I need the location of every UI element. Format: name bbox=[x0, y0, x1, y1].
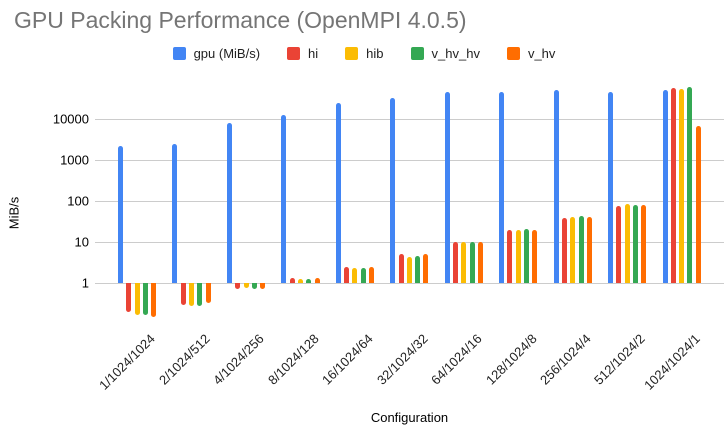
bar-v-hv-hv-16/1024/64[interactable] bbox=[360, 268, 366, 283]
bar-hi-2/1024/512[interactable] bbox=[180, 283, 186, 306]
bar-gpu-mib-s--2/1024/512[interactable] bbox=[172, 143, 178, 283]
y-tick-label: 1 bbox=[81, 275, 89, 291]
bar-hi-1/1024/1024[interactable] bbox=[126, 283, 132, 312]
y-tick-label: 1000 bbox=[60, 152, 89, 168]
bar-gpu-mib-s--128/1024/8[interactable] bbox=[499, 91, 505, 283]
legend-swatch-icon bbox=[287, 47, 301, 60]
legend-label: gpu (MiB/s) bbox=[193, 46, 261, 61]
legend-swatch-icon bbox=[506, 47, 520, 60]
bar-v-hv-hv-512/1024/2[interactable] bbox=[632, 205, 638, 283]
y-axis-title: MiB/s bbox=[6, 196, 22, 230]
bar-gpu-mib-s--512/1024/2[interactable] bbox=[608, 91, 614, 283]
legend-item-v-hv-hv: v_hv_hv bbox=[410, 46, 480, 61]
bar-hib-256/1024/4[interactable] bbox=[570, 216, 576, 283]
bar-v-hv-hv-4/1024/256[interactable] bbox=[251, 283, 257, 289]
legend-swatch-icon bbox=[345, 47, 359, 60]
x-category-label: 64/1024/16 bbox=[428, 331, 485, 388]
bar-hi-64/1024/16[interactable] bbox=[453, 242, 458, 283]
gridline bbox=[95, 119, 724, 120]
bar-hi-512/1024/2[interactable] bbox=[616, 206, 622, 283]
y-tick-label: 10 bbox=[74, 234, 89, 250]
bar-gpu-mib-s--1/1024/1024[interactable] bbox=[118, 145, 123, 283]
legend-label: v_hv bbox=[527, 46, 556, 61]
bar-gpu-mib-s--16/1024/64[interactable] bbox=[335, 103, 341, 283]
bar-hi-16/1024/64[interactable] bbox=[344, 267, 350, 283]
bar-hib-512/1024/2[interactable] bbox=[624, 204, 630, 283]
bar-gpu-mib-s--1024/1024/1[interactable] bbox=[662, 89, 668, 283]
bar-v-hv-4/1024/256[interactable] bbox=[260, 283, 266, 290]
bar-hib-128/1024/8[interactable] bbox=[515, 229, 521, 283]
y-tick-label: 10000 bbox=[52, 111, 89, 127]
bar-v-hv-hv-1/1024/1024[interactable] bbox=[142, 283, 148, 315]
bar-hib-2/1024/512[interactable] bbox=[189, 283, 195, 307]
bar-v-hv-hv-32/1024/32[interactable] bbox=[415, 256, 421, 283]
bar-gpu-mib-s--256/1024/4[interactable] bbox=[553, 90, 559, 283]
bar-hi-1024/1024/1[interactable] bbox=[670, 87, 676, 283]
bar-hi-8/1024/128[interactable] bbox=[289, 278, 295, 283]
bar-v-hv-8/1024/128[interactable] bbox=[314, 278, 320, 283]
x-category-label: 1024/1024/1 bbox=[640, 331, 703, 393]
x-category-label: 8/1024/128 bbox=[264, 331, 322, 388]
bar-v-hv-hv-256/1024/4[interactable] bbox=[578, 216, 584, 283]
bar-hi-4/1024/256[interactable] bbox=[235, 283, 241, 290]
bar-gpu-mib-s--4/1024/256[interactable] bbox=[226, 122, 232, 283]
bar-hib-64/1024/16[interactable] bbox=[461, 242, 467, 283]
legend-item-hi: hi bbox=[287, 46, 318, 61]
x-category-label: 256/1024/4 bbox=[537, 331, 594, 388]
bar-v-hv-hv-8/1024/128[interactable] bbox=[306, 279, 312, 283]
bar-gpu-mib-s--8/1024/128[interactable] bbox=[281, 115, 287, 283]
bar-hi-128/1024/8[interactable] bbox=[507, 230, 513, 283]
bar-v-hv-16/1024/64[interactable] bbox=[369, 267, 374, 283]
legend-item-hib: hib bbox=[345, 46, 384, 61]
x-axis-title: Configuration bbox=[370, 410, 449, 425]
legend-swatch-icon bbox=[410, 47, 424, 60]
y-tick-label: 100 bbox=[67, 193, 89, 209]
legend-label: v_hv_hv bbox=[431, 46, 480, 61]
bar-v-hv-hv-1024/1024/1[interactable] bbox=[687, 87, 693, 283]
bar-v-hv-32/1024/32[interactable] bbox=[423, 254, 429, 283]
bar-hib-1/1024/1024[interactable] bbox=[134, 283, 140, 315]
x-category-label: 2/1024/512 bbox=[155, 331, 213, 388]
x-category-label: 16/1024/64 bbox=[319, 331, 376, 388]
bar-gpu-mib-s--32/1024/32[interactable] bbox=[390, 97, 396, 283]
chart-title: GPU Packing Performance (OpenMPI 4.0.5) bbox=[14, 7, 467, 33]
gridline bbox=[95, 160, 724, 161]
bar-hib-8/1024/128[interactable] bbox=[297, 279, 303, 283]
bar-gpu-mib-s--64/1024/16[interactable] bbox=[444, 92, 450, 283]
bar-hib-1024/1024/1[interactable] bbox=[679, 88, 685, 283]
bar-hib-16/1024/64[interactable] bbox=[352, 268, 358, 283]
x-category-label: 32/1024/32 bbox=[373, 331, 431, 388]
x-category-label: 1/1024/1024 bbox=[96, 331, 159, 393]
bar-v-hv-hv-2/1024/512[interactable] bbox=[197, 283, 203, 307]
bar-hib-4/1024/256[interactable] bbox=[243, 283, 249, 289]
gridline bbox=[95, 283, 724, 284]
gridline bbox=[95, 201, 724, 202]
bar-v-hv-1/1024/1024[interactable] bbox=[151, 283, 157, 317]
legend-swatch-icon bbox=[172, 47, 186, 60]
bar-v-hv-1024/1024/1[interactable] bbox=[695, 125, 701, 283]
bar-hi-32/1024/32[interactable] bbox=[398, 254, 404, 283]
x-category-label: 4/1024/256 bbox=[210, 331, 268, 388]
x-category-label: 512/1024/2 bbox=[591, 331, 649, 388]
legend-item-v-hv: v_hv bbox=[506, 46, 556, 61]
bar-v-hv-64/1024/16[interactable] bbox=[477, 242, 483, 283]
gridline bbox=[95, 242, 724, 243]
bar-hi-256/1024/4[interactable] bbox=[561, 217, 567, 283]
x-category-label: 128/1024/8 bbox=[482, 331, 540, 388]
bar-hib-32/1024/32[interactable] bbox=[406, 257, 412, 283]
bar-v-hv-128/1024/8[interactable] bbox=[532, 229, 538, 283]
bar-v-hv-512/1024/2[interactable] bbox=[641, 204, 647, 283]
legend-label: hib bbox=[366, 46, 384, 61]
bar-v-hv-256/1024/4[interactable] bbox=[586, 217, 592, 283]
legend-item-gpu-mib-s-: gpu (MiB/s) bbox=[172, 46, 261, 61]
plot-area bbox=[95, 85, 724, 320]
bar-v-hv-hv-128/1024/8[interactable] bbox=[524, 229, 530, 283]
legend-label: hi bbox=[308, 46, 319, 61]
bar-v-hv-hv-64/1024/16[interactable] bbox=[469, 242, 475, 283]
legend: gpu (MiB/s) hi hib v_hv_hv v_hv bbox=[0, 46, 728, 61]
bar-v-hv-2/1024/512[interactable] bbox=[205, 283, 211, 303]
